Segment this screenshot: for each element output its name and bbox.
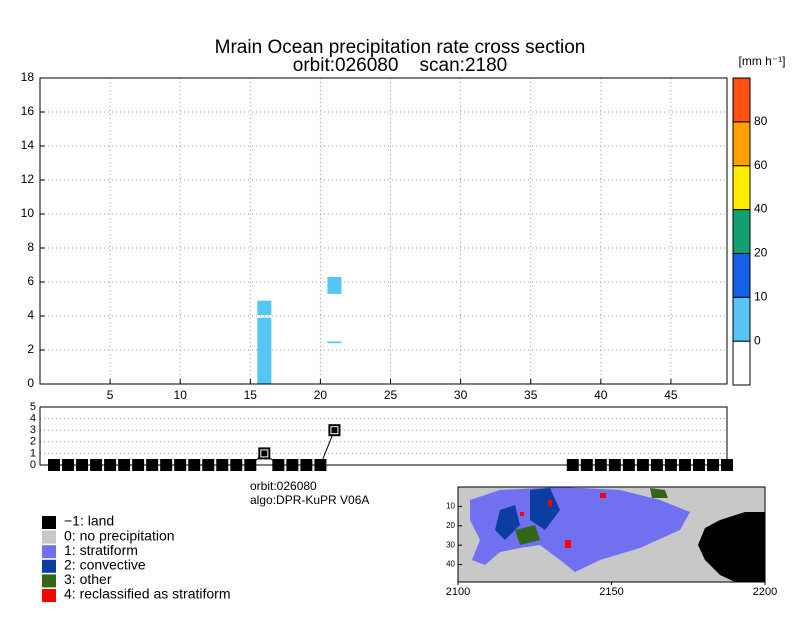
chart-title: Mrain Ocean precipitation rate cross sec… <box>215 37 586 58</box>
legend-swatch <box>42 589 56 602</box>
colorbar-swatch <box>732 252 751 298</box>
legend-label: 0: no precipitation <box>64 527 175 543</box>
plot-frame <box>39 77 728 385</box>
colorbar-tick-label: 0 <box>754 333 761 347</box>
legend-swatch <box>42 516 56 529</box>
legend-swatch <box>42 559 56 573</box>
x-tick-label: 2100 <box>446 586 470 598</box>
legend-label: 2: convective <box>64 557 146 573</box>
y-tick-label: 30 <box>446 540 455 549</box>
y-tick-label: 10 <box>446 501 455 510</box>
y-tick-label: 0 <box>27 376 34 390</box>
legend-label: 1: stratiform <box>64 542 138 558</box>
x-tick-label: 25 <box>384 388 398 402</box>
x-tick-label: 20 <box>314 388 328 402</box>
x-tick-label: 15 <box>244 388 258 402</box>
y-tick-label: 18 <box>21 70 35 84</box>
legend-swatch <box>42 530 56 544</box>
y-tick-label: 0 <box>30 459 36 471</box>
y-tick-label: 2 <box>27 342 34 356</box>
x-tick-label: 35 <box>524 388 538 402</box>
legend-label: 4: reclassified as stratiform <box>64 586 231 602</box>
colorbar-tick-label: 20 <box>754 246 768 260</box>
plot-frame <box>39 406 728 466</box>
rain-cell <box>257 300 272 316</box>
y-tick-label: 20 <box>446 521 455 530</box>
colorbar-tick-label: 40 <box>754 202 768 216</box>
map-image <box>457 486 766 583</box>
flag-marker-core <box>261 450 268 457</box>
x-tick-label: 2150 <box>599 586 623 598</box>
colorbar-swatch <box>732 77 751 123</box>
colorbar-swatch <box>732 296 751 342</box>
rain-cell <box>327 276 342 294</box>
legend-swatch <box>42 545 56 559</box>
y-tick-label: 3 <box>30 424 36 436</box>
y-tick-label: 4 <box>27 308 34 322</box>
algo-label: algo:DPR-KuPR V06A <box>250 493 369 507</box>
colorbar-label: [mm h⁻¹] <box>739 54 786 68</box>
rain-cell <box>327 341 342 344</box>
colorbar-tick-label: 80 <box>754 114 768 128</box>
y-tick-label: 6 <box>27 274 34 288</box>
colorbar-swatch <box>732 121 751 167</box>
orbit-label: orbit:026080 <box>250 479 317 493</box>
colorbar-swatch <box>732 209 751 254</box>
y-tick-label: 16 <box>21 104 35 118</box>
y-tick-label: 40 <box>446 560 455 569</box>
chart-subtitle: orbit:026080 scan:2180 <box>293 55 507 76</box>
y-tick-label: 8 <box>27 240 34 254</box>
y-tick-label: 10 <box>21 206 35 220</box>
rain-cell <box>257 317 272 384</box>
x-tick-label: 30 <box>454 388 468 402</box>
colorbar-tick-label: 60 <box>754 158 768 172</box>
x-tick-label: 45 <box>664 388 678 402</box>
x-tick-label: 5 <box>107 388 114 402</box>
y-tick-label: 5 <box>30 401 36 413</box>
colorbar-swatch <box>732 340 751 386</box>
flag-marker-core <box>331 427 338 434</box>
y-tick-label: 14 <box>21 138 35 152</box>
legend-label: 3: other <box>64 571 112 587</box>
x-tick-label: 40 <box>594 388 608 402</box>
legend-swatch <box>42 574 56 588</box>
y-tick-label: 1 <box>30 447 36 459</box>
y-tick-label: 4 <box>30 413 36 425</box>
x-tick-label: 10 <box>174 388 188 402</box>
y-tick-label: 2 <box>30 436 36 448</box>
x-tick-label: 2200 <box>753 586 777 598</box>
legend-label: −1: land <box>64 513 114 529</box>
colorbar-swatch <box>732 165 751 211</box>
colorbar-tick-label: 10 <box>754 289 768 303</box>
y-tick-label: 12 <box>21 172 35 186</box>
